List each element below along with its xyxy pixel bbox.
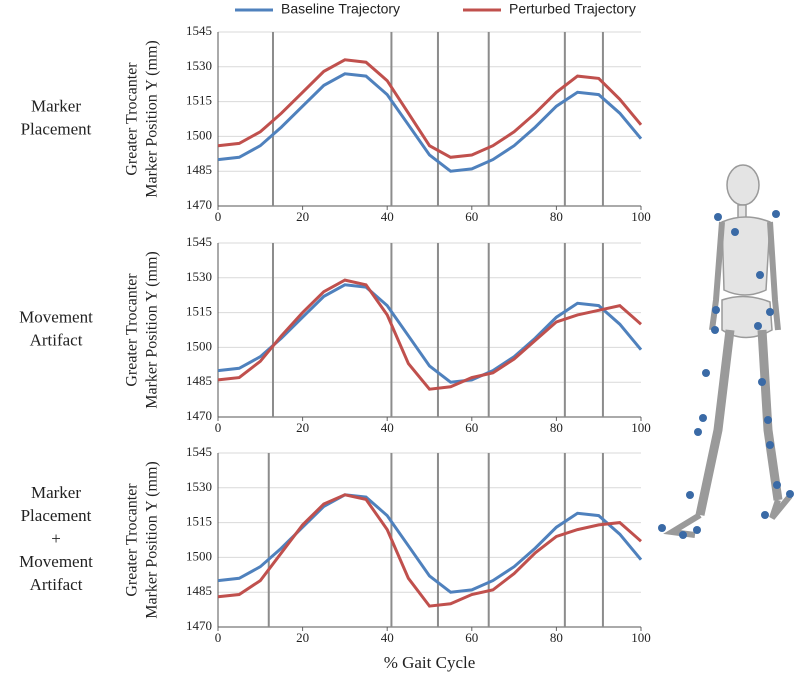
x-tick-label: 100: [631, 209, 651, 224]
x-tick-label: 60: [465, 630, 478, 645]
x-tick-label: 20: [296, 630, 309, 645]
x-tick-label: 60: [465, 420, 478, 435]
y-axis-label: Greater Trocanter: [124, 273, 141, 387]
y-tick-label: 1485: [186, 162, 212, 177]
x-tick-label: 80: [550, 630, 563, 645]
y-axis-label: Marker Position Y (mm): [144, 40, 161, 197]
y-axis-label: Marker Position Y (mm): [144, 461, 161, 618]
x-tick-label: 40: [381, 420, 394, 435]
legend-label: Perturbed Trajectory: [509, 1, 636, 17]
series-line: [217, 58, 643, 159]
y-tick-label: 1500: [186, 338, 212, 353]
y-axis-label: Greater Trocanter: [124, 62, 141, 176]
y-axis-label: Marker Position Y (mm): [144, 251, 161, 408]
y-axis-label: Greater Trocanter: [124, 483, 141, 597]
y-tick-label: 1500: [186, 548, 212, 563]
x-tick-label: 60: [465, 209, 478, 224]
marker-dots: [658, 210, 794, 539]
x-tick-label: 20: [296, 420, 309, 435]
y-tick-label: 1470: [186, 618, 212, 633]
row-label: Placement: [21, 506, 92, 525]
skeleton: [663, 164, 793, 538]
row-label: Movement: [19, 307, 93, 326]
y-tick-label: 1515: [186, 514, 212, 529]
legend-label: Baseline Trajectory: [281, 1, 400, 17]
series-line: [217, 493, 642, 608]
y-tick-label: 1545: [186, 444, 212, 459]
series-line: [217, 278, 642, 391]
y-tick-label: 1545: [186, 234, 212, 249]
x-axis-label: % Gait Cycle: [384, 653, 476, 672]
series-line: [217, 72, 643, 173]
y-tick-label: 1515: [186, 304, 212, 319]
y-tick-label: 1545: [186, 23, 212, 38]
y-tick-label: 1485: [186, 583, 212, 598]
row-label: Marker: [31, 483, 81, 502]
x-tick-label: 40: [381, 209, 394, 224]
y-tick-label: 1515: [186, 93, 212, 108]
x-tick-label: 0: [215, 630, 222, 645]
row-label: Artifact: [30, 575, 83, 594]
y-tick-label: 1530: [186, 58, 212, 73]
x-tick-label: 0: [215, 420, 222, 435]
x-tick-label: 100: [631, 630, 651, 645]
x-tick-label: 0: [215, 209, 222, 224]
series-line: [217, 493, 643, 594]
x-tick-label: 80: [550, 420, 563, 435]
x-tick-label: 100: [631, 420, 651, 435]
x-tick-label: 40: [381, 630, 394, 645]
row-label: Artifact: [30, 330, 83, 349]
y-tick-label: 1470: [186, 197, 212, 212]
y-tick-label: 1485: [186, 373, 212, 388]
x-tick-label: 20: [296, 209, 309, 224]
y-tick-label: 1500: [186, 127, 212, 142]
y-tick-label: 1530: [186, 479, 212, 494]
y-tick-label: 1470: [186, 408, 212, 423]
row-label: Movement: [19, 552, 93, 571]
row-label: Placement: [21, 119, 92, 138]
series-line: [217, 283, 643, 384]
row-label: Marker: [31, 96, 81, 115]
x-tick-label: 80: [550, 209, 563, 224]
row-label: +: [51, 529, 61, 548]
y-tick-label: 1530: [186, 269, 212, 284]
